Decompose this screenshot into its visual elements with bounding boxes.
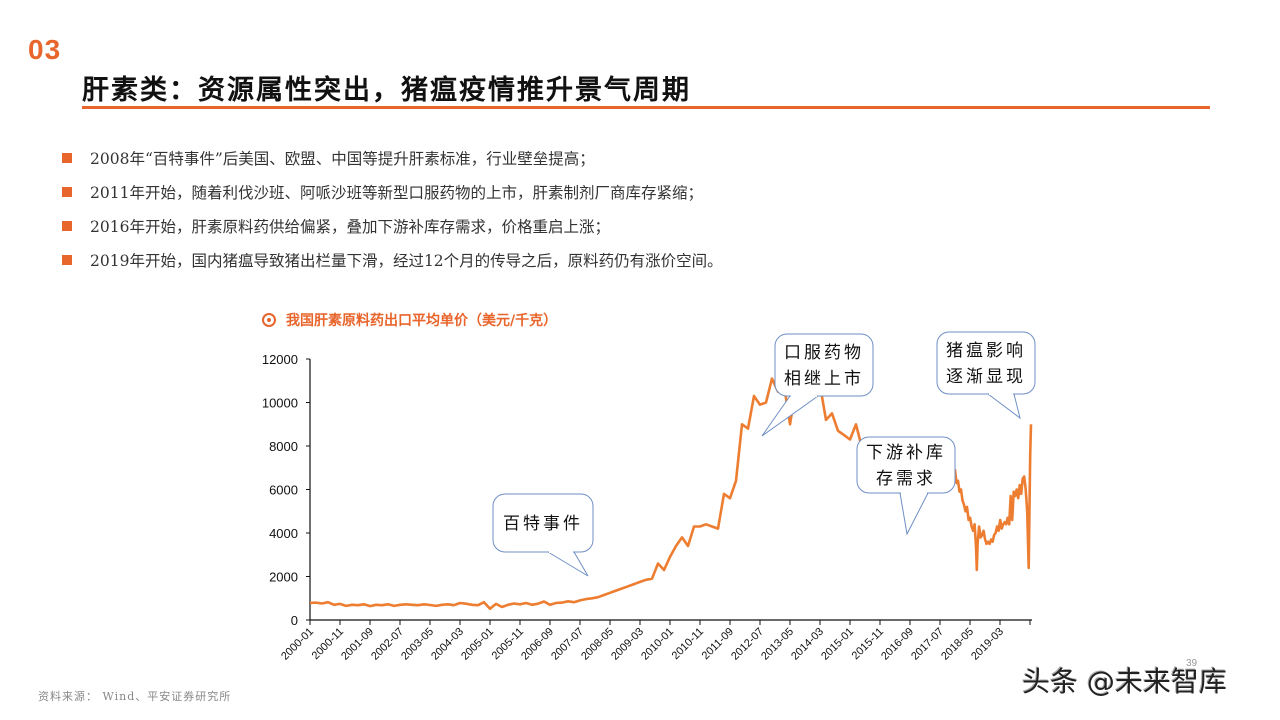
svg-text:2019-03: 2019-03 (969, 626, 1006, 663)
svg-text:2003-05: 2003-05 (399, 626, 436, 663)
square-bullet-icon (62, 187, 72, 197)
svg-text:2000: 2000 (269, 570, 298, 585)
svg-text:8000: 8000 (269, 439, 298, 454)
bullet-text: 2016年开始，肝素原料药供给偏紧，叠加下游补库存需求，价格重启上涨； (90, 218, 610, 236)
chart-title-text: 我国肝素原料药出口平均单价（美元/千克） (286, 313, 558, 329)
bullet-item: 2019年开始，国内猪瘟导致猪出栏量下滑，经过12个月的传导之后，原料药仍有涨价… (62, 247, 723, 281)
svg-text:4000: 4000 (269, 526, 298, 541)
svg-text:逐渐显现: 逐渐显现 (946, 367, 1026, 387)
svg-text:2016-09: 2016-09 (879, 626, 916, 663)
svg-text:2013-05: 2013-05 (759, 626, 796, 663)
source-note: 资料来源： Wind、平安证券研究所 (38, 690, 232, 703)
svg-text:口服药物: 口服药物 (784, 343, 864, 363)
callout-bubble: 百特事件 (492, 493, 594, 577)
bullet-list: 2008年“百特事件”后美国、欧盟、中国等提升肝素标准，行业壁垒提高； 2011… (62, 145, 723, 281)
svg-text:2018-05: 2018-05 (939, 626, 976, 663)
callout-bubble: 下游补库存需求 (856, 436, 956, 536)
svg-text:6000: 6000 (269, 483, 298, 498)
square-bullet-icon (62, 255, 72, 265)
svg-text:12000: 12000 (262, 352, 298, 367)
svg-text:2010-01: 2010-01 (639, 626, 676, 663)
svg-text:百特事件: 百特事件 (503, 514, 583, 534)
svg-text:2010-11: 2010-11 (670, 626, 706, 662)
svg-text:2017-07: 2017-07 (909, 626, 946, 663)
bullet-text: 2019年开始，国内猪瘟导致猪出栏量下滑，经过12个月的传导之后，原料药仍有涨价… (90, 252, 723, 270)
svg-text:2004-03: 2004-03 (429, 626, 466, 663)
title-divider (82, 106, 1210, 109)
svg-text:2008-05: 2008-05 (579, 626, 616, 663)
svg-text:存需求: 存需求 (876, 469, 936, 489)
svg-text:2007-07: 2007-07 (549, 626, 586, 663)
page-number: 39 (1186, 658, 1198, 669)
bullet-text: 2011年开始，随着利伐沙班、阿哌沙班等新型口服药物的上市，肝素制剂厂商库存紧缩… (90, 184, 703, 202)
svg-text:2000-01: 2000-01 (279, 626, 316, 663)
bullet-item: 2008年“百特事件”后美国、欧盟、中国等提升肝素标准，行业壁垒提高； (62, 145, 723, 179)
section-number: 03 (28, 34, 62, 65)
square-bullet-icon (62, 153, 72, 163)
svg-text:2002-07: 2002-07 (369, 626, 406, 663)
bullet-item: 2011年开始，随着利伐沙班、阿哌沙班等新型口服药物的上市，肝素制剂厂商库存紧缩… (62, 179, 723, 213)
svg-text:0: 0 (291, 613, 298, 628)
svg-text:2005-01: 2005-01 (459, 626, 496, 663)
bullet-text: 2008年“百特事件”后美国、欧盟、中国等提升肝素标准，行业壁垒提高； (90, 150, 595, 168)
svg-text:2001-09: 2001-09 (339, 626, 376, 663)
bullet-item: 2016年开始，肝素原料药供给偏紧，叠加下游补库存需求，价格重启上涨； (62, 213, 723, 247)
svg-text:相继上市: 相继上市 (784, 369, 864, 389)
target-circle-icon (262, 313, 276, 327)
svg-text:2006-09: 2006-09 (519, 626, 556, 663)
square-bullet-icon (62, 221, 72, 231)
watermark: 头条 @未来智库 (1022, 665, 1227, 698)
chart-title: 我国肝素原料药出口平均单价（美元/千克） (262, 310, 557, 330)
svg-text:2014-03: 2014-03 (789, 626, 826, 663)
svg-text:2015-01: 2015-01 (819, 626, 856, 663)
x-axis-ticks: 2000-012000-112001-092002-072003-052004-… (279, 620, 1031, 663)
svg-text:2009-03: 2009-03 (609, 626, 646, 663)
svg-text:猪瘟影响: 猪瘟影响 (946, 341, 1026, 361)
svg-text:2012-07: 2012-07 (729, 626, 766, 663)
page-title: 肝素类：资源属性突出，猪瘟疫情推升景气周期 (82, 75, 691, 106)
svg-text:下游补库: 下游补库 (866, 443, 946, 463)
y-axis-ticks: 0 2000 4000 6000 8000 10000 12000 (262, 352, 310, 628)
svg-text:10000: 10000 (262, 396, 298, 411)
